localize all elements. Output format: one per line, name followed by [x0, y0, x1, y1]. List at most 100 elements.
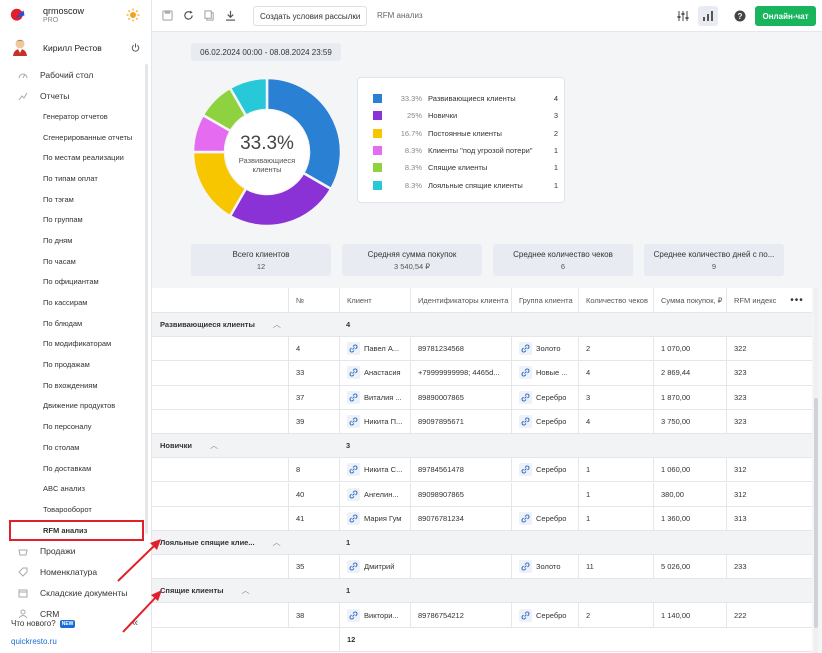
cell-value[interactable]: Анастасия	[364, 368, 401, 378]
column-header[interactable]: №	[288, 288, 339, 312]
sun-icon[interactable]	[126, 8, 140, 22]
sidebar-subitem[interactable]: По продажам	[43, 360, 90, 370]
link-icon[interactable]	[347, 366, 360, 380]
legend-item[interactable]: 33.3% Развивающиеся клиенты 4	[373, 90, 558, 107]
link-icon[interactable]	[519, 560, 532, 574]
sidebar-item-box[interactable]: Складские документы	[0, 583, 146, 604]
sidebar-item-person[interactable]: CRM	[0, 604, 146, 625]
sidebar-subitem[interactable]: По тэгам	[43, 194, 74, 204]
link-icon[interactable]	[347, 511, 360, 525]
cell-value: 1 870,00	[661, 392, 691, 402]
link-icon[interactable]	[347, 390, 360, 404]
link-icon[interactable]	[519, 342, 532, 356]
sidebar-item-basket[interactable]: Продажи	[0, 541, 146, 562]
collapse-sidebar-icon[interactable]: «	[132, 617, 139, 629]
settings-sliders-icon[interactable]	[673, 6, 693, 26]
sidebar-item-chart[interactable]: Отчеты	[0, 85, 146, 106]
table-cell: Павел А...	[339, 337, 410, 361]
sidebar-subitem[interactable]: По официантам	[43, 277, 99, 287]
link-icon[interactable]	[519, 366, 532, 380]
sidebar-subitem[interactable]: По дням	[43, 235, 73, 245]
legend-item[interactable]: 25% Новички 3	[373, 107, 558, 124]
link-icon[interactable]	[347, 415, 360, 429]
power-icon[interactable]	[131, 43, 140, 52]
link-icon[interactable]	[519, 415, 532, 429]
legend-item[interactable]: 8.3% Спящие клиенты 1	[373, 159, 558, 176]
chart-icon	[18, 91, 28, 101]
link-icon[interactable]	[347, 560, 360, 574]
legend-item[interactable]: 8.3% Клиенты "под угрозой потери" 1	[373, 142, 558, 159]
sidebar-subitem[interactable]: По доставкам	[43, 463, 92, 473]
cell-value: 8	[296, 465, 301, 475]
column-header[interactable]: Группа клиента	[511, 288, 578, 312]
sidebar-subitem[interactable]: ABC анализ	[43, 484, 85, 494]
cell-value[interactable]: Никита С...	[364, 465, 403, 475]
table-cell: 37	[288, 385, 339, 409]
cell-value: 89784561478	[418, 465, 464, 475]
whats-new-link[interactable]: Что нового? NEW	[11, 619, 76, 628]
link-icon[interactable]	[519, 511, 532, 525]
download-icon[interactable]	[225, 10, 236, 21]
link-icon[interactable]	[347, 342, 360, 356]
cell-value[interactable]: Ангелин...	[364, 489, 399, 499]
sidebar-subitem[interactable]: По группам	[43, 215, 83, 225]
column-header[interactable]: Сумма покупок, ₽	[653, 288, 726, 312]
sidebar-subitem[interactable]: Товарооборот	[43, 504, 92, 514]
group-toggle[interactable]: Развивающиеся клиенты ︿	[152, 313, 288, 336]
refresh-icon[interactable]	[183, 10, 194, 21]
table-scrollbar[interactable]	[814, 288, 818, 653]
footer-link[interactable]: quickresto.ru	[11, 637, 57, 646]
link-icon[interactable]	[347, 487, 360, 501]
cell-value[interactable]: Виталия ...	[364, 392, 402, 402]
table-cell: 11	[578, 555, 653, 579]
create-mailing-button[interactable]: Создать условия рассылки	[253, 6, 368, 26]
sidebar-subitem[interactable]: По блюдам	[43, 318, 83, 328]
copy-icon[interactable]	[204, 10, 215, 21]
column-header[interactable]: Клиент	[339, 288, 410, 312]
column-header[interactable]: RFM индекс	[726, 288, 812, 312]
group-toggle[interactable]: Новички ︿	[152, 434, 288, 457]
legend-item[interactable]: 16.7% Постоянные клиенты 2	[373, 125, 558, 142]
online-chat-button[interactable]: Онлайн-чат	[755, 6, 816, 26]
column-header[interactable]: Количество чеков	[578, 288, 653, 312]
cell-value[interactable]: Мария Гум	[364, 513, 402, 523]
cell-value[interactable]: Дмитрий	[364, 562, 395, 572]
sidebar-subitem[interactable]: RFM анализ	[9, 519, 144, 541]
legend-item[interactable]: 8.3% Лояльные спящие клиенты 1	[373, 177, 558, 194]
link-icon[interactable]	[519, 608, 532, 622]
date-range-picker[interactable]: 06.02.2024 00:00 - 08.08.2024 23:59	[191, 43, 341, 61]
cell-value[interactable]: Виктори...	[364, 610, 399, 620]
group-toggle[interactable]: Лояльные спящие клие... ︿	[152, 531, 288, 554]
link-icon[interactable]	[347, 608, 360, 622]
group-toggle[interactable]: Спящие клиенты ︿	[152, 579, 288, 602]
sidebar-item-speedometer[interactable]: Рабочий стол	[0, 64, 146, 85]
link-icon[interactable]	[519, 390, 532, 404]
cell-value[interactable]: Павел А...	[364, 344, 400, 354]
sidebar-subitem[interactable]: По персоналу	[43, 422, 92, 432]
sidebar-subitem[interactable]: По столам	[43, 442, 80, 452]
donut-center-label: клиенты	[252, 165, 281, 174]
sidebar-subitem[interactable]: По кассирам	[43, 298, 88, 308]
user-profile[interactable]: Кирилл Рестов	[0, 38, 152, 58]
save-icon[interactable]	[162, 10, 173, 21]
link-icon[interactable]	[347, 463, 360, 477]
more-options-icon[interactable]: •••	[790, 294, 804, 306]
cell-value[interactable]: Никита П...	[364, 417, 403, 427]
sidebar-subitem[interactable]: Движение продуктов	[43, 401, 116, 411]
sidebar-subitem[interactable]: По вхождениям	[43, 380, 98, 390]
link-icon[interactable]	[519, 463, 532, 477]
column-header[interactable]: Идентификаторы клиента	[410, 288, 511, 312]
brand-header[interactable]: qrmoscow PRO	[0, 0, 152, 32]
sidebar-item-tag[interactable]: Номенклатура	[0, 562, 146, 583]
sidebar-scrollbar[interactable]	[145, 64, 148, 534]
bar-chart-icon[interactable]	[698, 6, 718, 26]
sidebar-subitem[interactable]: По часам	[43, 256, 76, 266]
sidebar-subitem[interactable]: По типам оплат	[43, 173, 98, 183]
sidebar-subitem[interactable]: По модификаторам	[43, 339, 112, 349]
help-icon[interactable]: ?	[730, 6, 750, 26]
cell-value: 89890007865	[418, 392, 464, 402]
whats-new-label: Что нового?	[11, 619, 56, 628]
sidebar-subitem[interactable]: Генератор отчетов	[43, 111, 108, 121]
sidebar-subitem[interactable]: По местам реализации	[43, 153, 124, 163]
sidebar-subitem[interactable]: Сгенерированные отчеты	[43, 132, 133, 142]
